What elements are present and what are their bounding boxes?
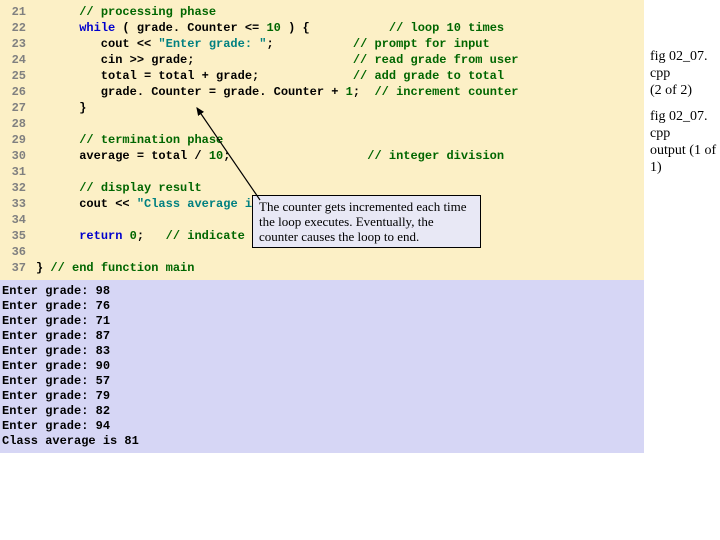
callout-box: The counter gets incremented each time t… [252,195,481,248]
code-line: 23 cout << "Enter grade: "; // prompt fo… [2,36,642,52]
line-number: 22 [2,20,26,36]
code-token: // termination phase [79,133,223,147]
code-token: // display result [79,181,201,195]
output-block: Enter grade: 98Enter grade: 76Enter grad… [0,280,644,453]
code-token [36,5,79,19]
line-number: 30 [2,148,26,164]
code-line: 29 // termination phase [2,132,642,148]
code-line: 37} // end function main [2,260,642,276]
line-number: 25 [2,68,26,84]
line-number: 32 [2,180,26,196]
code-token: } [36,261,50,275]
code-token: // loop 10 times [389,21,504,35]
code-token: 10 [209,149,223,163]
code-line: 30 average = total / 10; // integer divi… [2,148,642,164]
code-token: // prompt for input [353,37,490,51]
code-token: // add grade to total [353,69,504,83]
code-token: } [36,101,86,115]
code-token [36,21,79,35]
code-token [36,229,79,243]
line-number: 21 [2,4,26,20]
code-token: // read grade from user [353,53,519,67]
code-line: 22 while ( grade. Counter <= 10 ) { // l… [2,20,642,36]
side-label-1-line2: (2 of 2) [650,83,692,98]
code-token: cout << [36,37,158,51]
line-number: 26 [2,84,26,100]
code-line: 27 } [2,100,642,116]
output-line: Enter grade: 79 [2,389,642,404]
side-label-2: fig 02_07. cpp output (1 of 1) [650,108,720,176]
output-line: Class average is 81 [2,434,642,449]
line-number: 36 [2,244,26,260]
code-token: while [79,21,115,35]
line-number: 31 [2,164,26,180]
code-token [36,133,79,147]
output-line: Enter grade: 83 [2,344,642,359]
code-token: 1 [346,85,353,99]
side-label-2-line1: fig 02_07. cpp [650,109,708,141]
output-line: Enter grade: 90 [2,359,642,374]
code-token: ; [266,37,352,51]
code-token [36,181,79,195]
code-token [36,165,43,179]
side-label-1: fig 02_07. cpp (2 of 2) [650,48,720,99]
line-number: 24 [2,52,26,68]
code-token: 0 [130,229,137,243]
code-token [36,213,43,227]
code-token: 10 [266,21,280,35]
code-token: ; [353,85,375,99]
callout-text: The counter gets incremented each time t… [259,199,467,244]
code-token: // end function main [50,261,194,275]
code-line: 25 total = total + grade; // add grade t… [2,68,642,84]
output-line: Enter grade: 87 [2,329,642,344]
code-token: ; [137,229,166,243]
output-line: Enter grade: 98 [2,284,642,299]
side-label-2-line2: output (1 of 1) [650,143,716,175]
code-token: average = total / [36,149,209,163]
code-line: 26 grade. Counter = grade. Counter + 1; … [2,84,642,100]
line-number: 33 [2,196,26,212]
output-line: Enter grade: 71 [2,314,642,329]
code-token: // processing phase [79,5,216,19]
output-line: Enter grade: 57 [2,374,642,389]
side-label-1-line1: fig 02_07. cpp [650,49,708,81]
code-line: 24 cin >> grade; // read grade from user [2,52,642,68]
output-line: Enter grade: 94 [2,419,642,434]
line-number: 37 [2,260,26,276]
code-token [36,245,43,259]
line-number: 34 [2,212,26,228]
code-token [122,229,129,243]
code-token: grade. Counter = grade. Counter + [36,85,346,99]
code-token: return [79,229,122,243]
line-number: 29 [2,132,26,148]
code-token: cin >> grade; [36,53,353,67]
line-number: 35 [2,228,26,244]
code-token: total = total + grade; [36,69,353,83]
code-token: "Enter grade: " [158,37,266,51]
code-token [36,117,43,131]
line-number: 27 [2,100,26,116]
output-line: Enter grade: 82 [2,404,642,419]
code-line: 28 [2,116,642,132]
code-token: // increment counter [374,85,518,99]
line-number: 23 [2,36,26,52]
output-line: Enter grade: 76 [2,299,642,314]
code-line: 31 [2,164,642,180]
code-line: 21 // processing phase [2,4,642,20]
line-number: 28 [2,116,26,132]
code-token: // integer division [367,149,504,163]
code-token: ; [223,149,367,163]
code-line: 32 // display result [2,180,642,196]
code-token: ( grade. Counter <= [115,21,266,35]
code-token: ) { [281,21,389,35]
code-token: cout << [36,197,137,211]
